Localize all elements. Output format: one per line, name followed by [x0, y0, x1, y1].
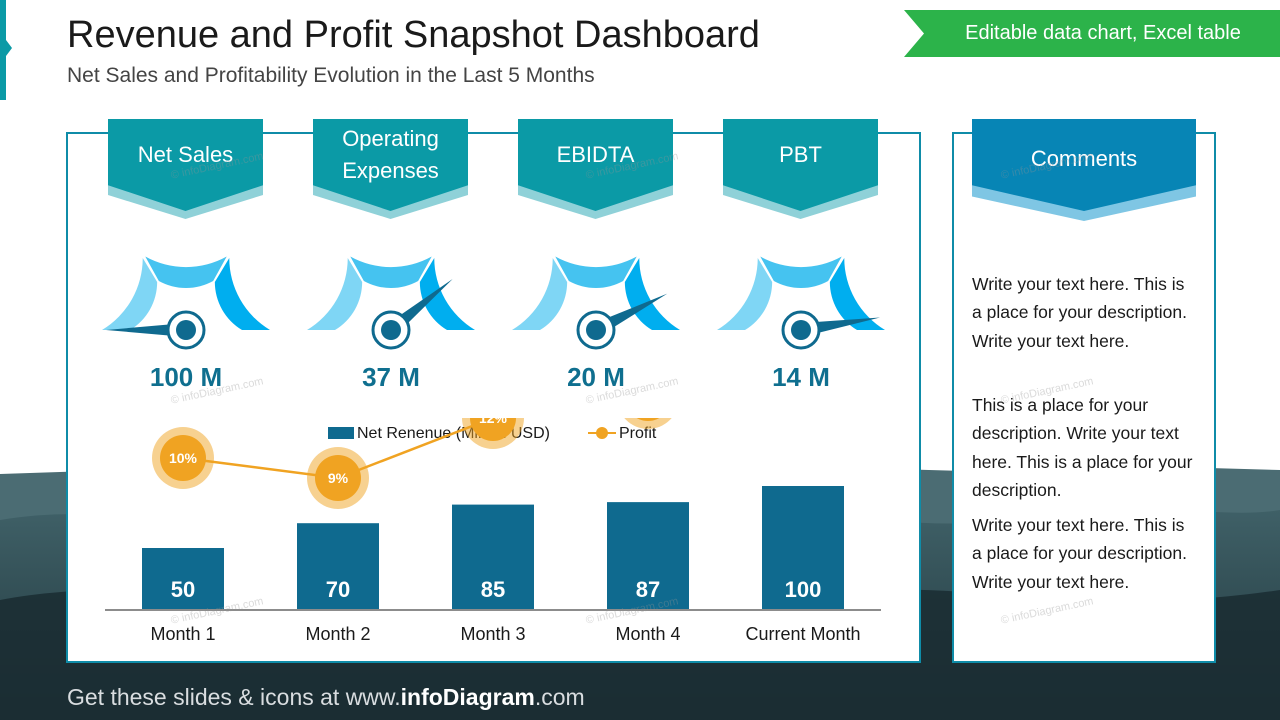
profit-marker-halo: [624, 418, 672, 429]
profit-marker: [636, 418, 660, 421]
profit-value-label: 12%: [479, 418, 508, 426]
gauge-operating-expenses: [307, 256, 475, 350]
gauge-hub: [791, 320, 811, 340]
accent-notch: [6, 40, 12, 56]
gauge-needle: [106, 323, 186, 337]
gauge-segment-mid: [145, 256, 227, 289]
bar-1: [142, 548, 224, 610]
profit-marker: [315, 455, 361, 501]
footer-prefix: Get these slides & icons at www.: [67, 684, 401, 710]
gauge-segment-high: [624, 257, 680, 330]
kpi-value-net-sales: 100 M: [149, 362, 223, 392]
gauge-segment-high: [214, 257, 270, 330]
comment-paragraph: Write your text here. This is a place fo…: [972, 515, 1187, 592]
profit-marker: [160, 435, 206, 481]
gauge-hub: [586, 320, 606, 340]
bar-value-label: 85: [481, 577, 505, 602]
kpi-value-pbt: 14 M: [772, 362, 830, 392]
x-tick-label: Month 3: [460, 624, 525, 644]
profit-value-label: 10%: [169, 450, 198, 466]
kpi-value-operating-expenses: 37 M: [362, 362, 420, 392]
bar-value-label: 70: [326, 577, 350, 602]
kpi-value-ebidta: 20 M: [567, 362, 625, 392]
x-tick-label: Month 2: [305, 624, 370, 644]
bar-2: [297, 523, 379, 610]
gauge-segment-mid: [760, 256, 842, 289]
bar-3: [452, 504, 534, 610]
kpi-header-pbt: PBT: [723, 119, 878, 219]
gauge-segment-mid: [350, 256, 432, 289]
bar-value-label: 87: [636, 577, 660, 602]
gauge-segment-mid: [555, 256, 637, 289]
bar-5: [762, 486, 844, 610]
kpi-header-net-sales: Net Sales: [108, 119, 263, 219]
x-tick-label: Current Month: [745, 624, 860, 644]
gauge-hub: [176, 320, 196, 340]
comment-paragraph: This is a place for your description. Wr…: [972, 395, 1193, 500]
gauge-segment-high: [829, 257, 885, 330]
editable-badge: Editable data chart, Excel table: [904, 10, 1280, 57]
gauge-net-sales: [102, 256, 270, 350]
kpi-header-ebidta: EBIDTA: [518, 119, 673, 219]
gauge-segment-high: [419, 257, 475, 330]
comments-title: Comments: [1030, 146, 1138, 171]
kpi-label: Operating Expenses: [342, 126, 439, 183]
gauge-ebidta: [512, 256, 680, 350]
footer: Get these slides & icons at www.infoDiag…: [67, 684, 585, 711]
x-tick-label: Month 1: [150, 624, 215, 644]
kpi-header-operating-expenses: Operating Expenses: [313, 119, 468, 219]
gauge-segment-low: [307, 257, 363, 330]
legend-label-profit: Profit: [619, 425, 657, 442]
gauge-segment-low: [102, 257, 158, 330]
comments-header: Comments: [972, 119, 1196, 221]
x-tick-label: Month 4: [615, 624, 680, 644]
bar-value-label: 50: [171, 577, 195, 602]
profit-line: [182, 418, 503, 480]
kpi-label: PBT: [779, 142, 822, 167]
footer-suffix: .com: [534, 684, 585, 710]
bar-4: [607, 502, 689, 610]
legend-swatch-revenue: [328, 427, 354, 439]
accent-bar: [0, 0, 6, 100]
kpi-label: EBIDTA: [556, 142, 635, 167]
profit-marker: [470, 418, 516, 441]
gauge-segment-low: [512, 257, 568, 330]
page-subtitle: Net Sales and Profitability Evolution in…: [67, 64, 595, 87]
bar-value-label: 100: [785, 577, 822, 602]
legend-marker-profit: [596, 427, 608, 439]
profit-value-label: 9%: [328, 470, 349, 486]
gauge-hub: [381, 320, 401, 340]
page-title: Revenue and Profit Snapshot Dashboard: [67, 14, 760, 56]
gauge-pbt: [717, 256, 885, 350]
footer-brand: infoDiagram: [400, 684, 535, 710]
kpi-label: Net Sales: [137, 142, 234, 167]
comment-paragraph: Write your text here. This is a place fo…: [972, 274, 1187, 351]
gauge-segment-low: [717, 257, 773, 330]
